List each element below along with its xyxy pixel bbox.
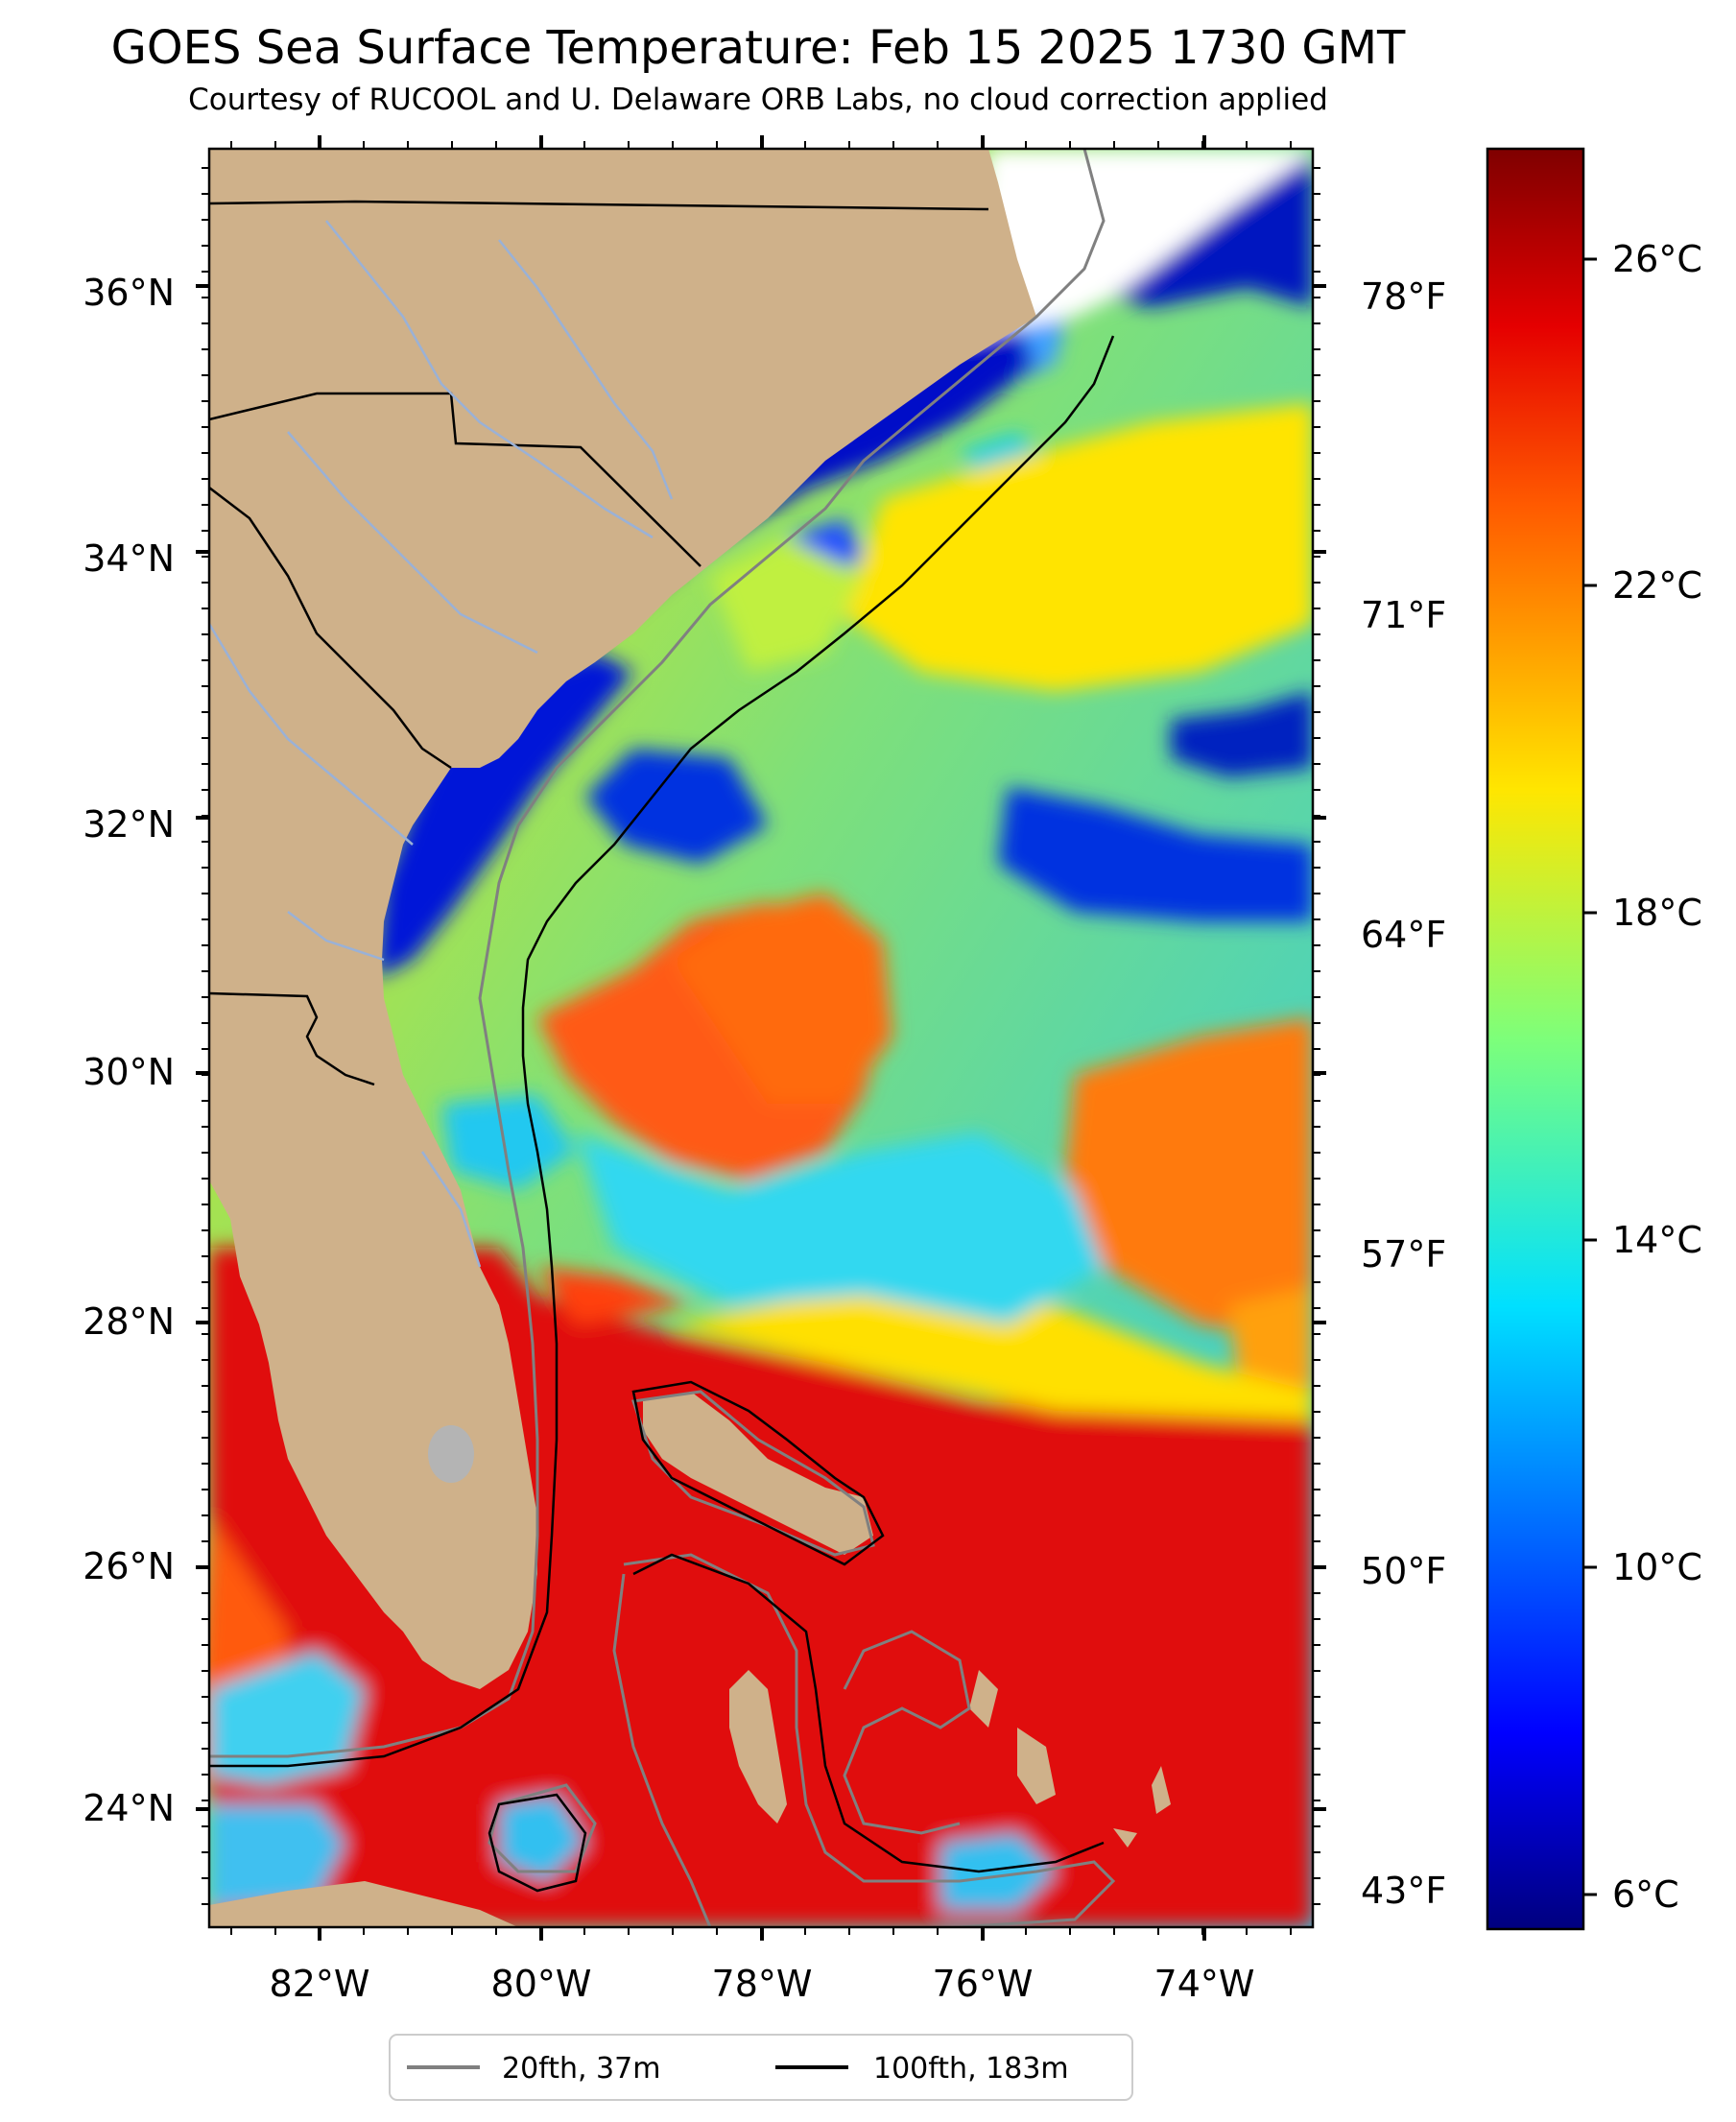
cb-tick-18C: 18°C — [1612, 892, 1702, 934]
lat-tick-26N: 26°N — [83, 1545, 175, 1587]
f-tick-78F: 78°F — [1361, 275, 1446, 318]
land — [209, 149, 1171, 1927]
lat-tick-24N: 24°N — [83, 1787, 175, 1829]
cb-tick-14C: 14°C — [1612, 1219, 1702, 1261]
lon-tick-82W: 82°W — [270, 1963, 370, 2005]
map-title: GOES Sea Surface Temperature: Feb 15 202… — [110, 21, 1406, 75]
sst-map — [209, 149, 1313, 1927]
lake-okeechobee — [428, 1425, 474, 1483]
lat-tick-28N: 28°N — [83, 1300, 175, 1343]
lat-tick-32N: 32°N — [83, 803, 175, 846]
cb-tick-10C: 10°C — [1612, 1546, 1702, 1588]
colorbar-ticks — [1583, 257, 1597, 1896]
latitude-labels: 36°N 34°N 32°N 30°N 28°N 26°N 24°N — [83, 272, 175, 1829]
colorbar-gradient — [1486, 147, 1585, 1931]
legend-label-20fth: 20fth, 37m — [502, 2052, 660, 2086]
lat-tick-34N: 34°N — [83, 537, 175, 580]
f-tick-64F: 64°F — [1361, 914, 1446, 956]
state-borders — [209, 200, 989, 1086]
lon-tick-80W: 80°W — [491, 1963, 592, 2005]
legend-label-100fth: 100fth, 183m — [873, 2052, 1069, 2086]
lon-tick-74W: 74°W — [1154, 1963, 1255, 2005]
f-tick-57F: 57°F — [1361, 1233, 1446, 1276]
lat-tick-30N: 30°N — [83, 1051, 175, 1093]
legend: 20fth, 37m 100fth, 183m — [389, 2034, 1133, 2101]
isobath-100fth — [209, 335, 1115, 1893]
axis-ticks — [196, 135, 1326, 1941]
longitude-labels: 82°W 80°W 78°W 76°W 74°W — [270, 1963, 1255, 2005]
lon-tick-78W: 78°W — [712, 1963, 813, 2005]
cb-tick-26C: 26°C — [1612, 238, 1702, 280]
cb-tick-22C: 22°C — [1612, 564, 1702, 607]
f-tick-50F: 50°F — [1361, 1550, 1446, 1592]
fahrenheit-labels: 78°F 71°F 64°F 57°F 50°F 43°F — [1361, 275, 1446, 1912]
map-subtitle: Courtesy of RUCOOL and U. Delaware ORB L… — [188, 83, 1328, 117]
rivers — [209, 220, 674, 1268]
f-tick-71F: 71°F — [1361, 594, 1446, 636]
cb-tick-6C: 6°C — [1612, 1873, 1679, 1916]
lat-tick-36N: 36°N — [83, 272, 175, 314]
legend-box — [389, 2034, 1133, 2101]
colorbar: 26°C 22°C 18°C 14°C 10°C 6°C — [1486, 147, 1702, 1931]
lon-tick-76W: 76°W — [933, 1963, 1034, 2005]
f-tick-43F: 43°F — [1361, 1870, 1446, 1912]
